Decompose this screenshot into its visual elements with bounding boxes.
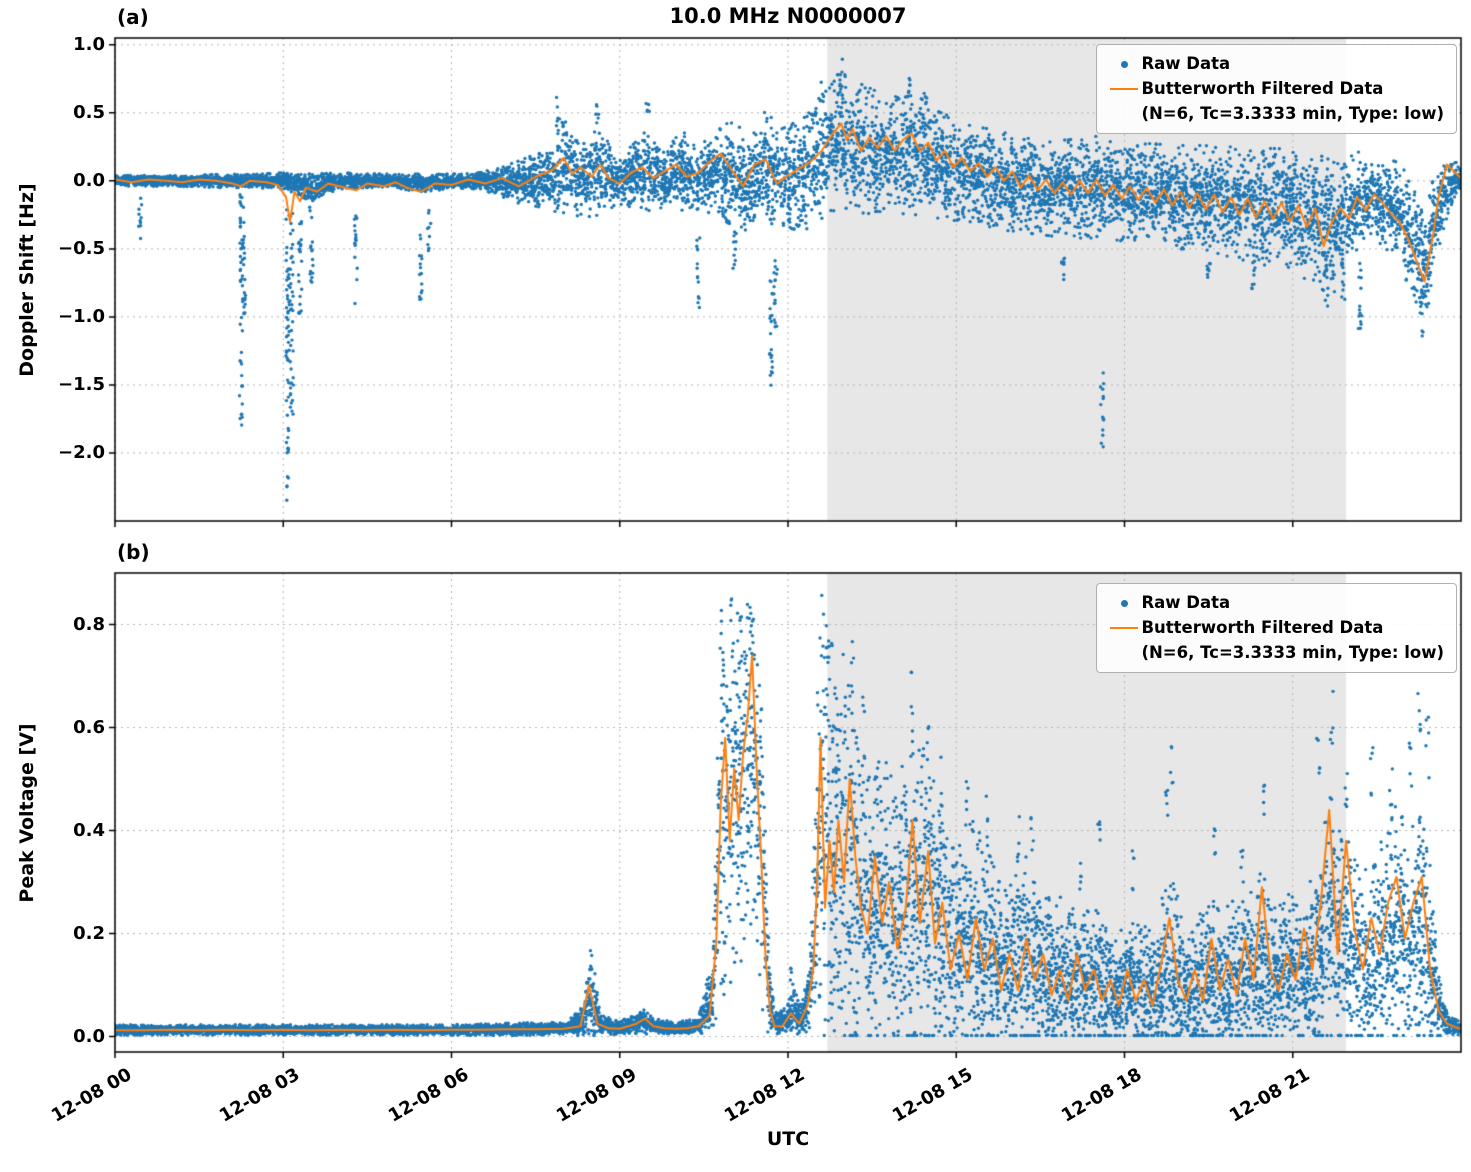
legend-raw-data-row: Raw Data (1107, 591, 1444, 616)
legend-raw-data-label: Raw Data (1141, 54, 1231, 73)
y-tick-label: 0.4 (73, 819, 105, 841)
panel-b-label: (b) (117, 540, 150, 564)
legend-filtered-row: Butterworth Filtered Data (1107, 77, 1444, 102)
legend-filtered-params: (N=6, Tc=3.3333 min, Type: low) (1141, 103, 1444, 123)
filtered-line-marker-icon (1107, 627, 1141, 630)
legend-raw-data-label: Raw Data (1141, 593, 1231, 612)
y-tick-label: −1.0 (58, 305, 105, 327)
legend-filtered-row: Butterworth Filtered Data (1107, 616, 1444, 641)
y-tick-label: 0.0 (73, 169, 105, 191)
legend-filtered-label: Butterworth Filtered Data (1141, 78, 1384, 98)
filtered-line-marker-icon (1107, 88, 1141, 91)
y-tick-label: 0.2 (73, 922, 105, 944)
figure-title: 10.0 MHz N0000007 (669, 4, 907, 28)
panel-a-label: (a) (117, 5, 149, 29)
y-tick-label: 0.8 (73, 613, 105, 635)
legend-panel-b: Raw Data Butterworth Filtered Data (N=6,… (1096, 583, 1457, 674)
x-axis-label: UTC (766, 1128, 810, 1150)
y-tick-label: −2.0 (58, 441, 105, 463)
y-tick-label: 0.5 (73, 101, 105, 123)
legend-raw-data-row: Raw Data (1107, 52, 1444, 77)
legend-panel-a: Raw Data Butterworth Filtered Data (N=6,… (1096, 44, 1457, 135)
raw-data-marker-icon (1107, 599, 1141, 607)
y-tick-label: 0.6 (73, 716, 105, 738)
y-tick-label: −1.5 (58, 373, 105, 395)
legend-filtered-label: Butterworth Filtered Data (1141, 617, 1384, 637)
y-tick-label: 0.0 (73, 1025, 105, 1047)
y-axis-label-doppler: Doppler Shift [Hz] (16, 183, 38, 377)
legend-filtered-params: (N=6, Tc=3.3333 min, Type: low) (1141, 642, 1444, 662)
raw-data-marker-icon (1107, 60, 1141, 68)
y-tick-label: 1.0 (73, 33, 105, 55)
y-tick-label: −0.5 (58, 237, 105, 259)
y-axis-label-voltage: Peak Voltage [V] (16, 723, 38, 903)
